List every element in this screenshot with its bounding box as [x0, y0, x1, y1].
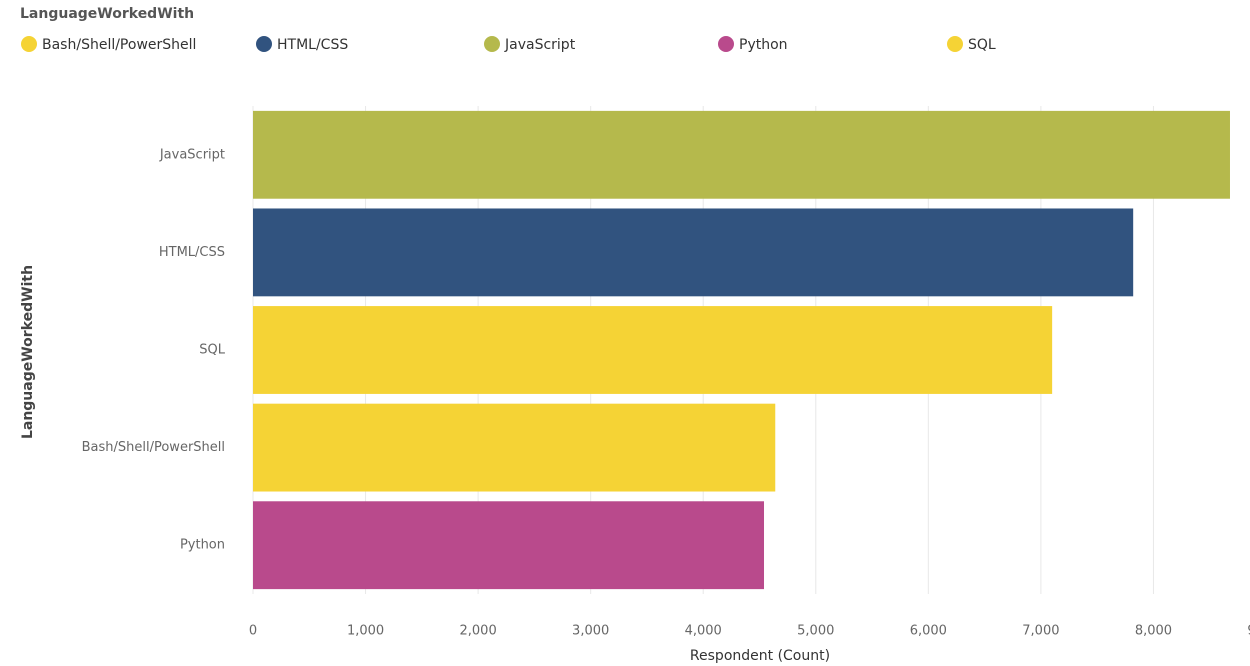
- legend-swatch: [718, 36, 734, 52]
- legend-label: Bash/Shell/PowerShell: [42, 37, 196, 53]
- legend-label: Python: [739, 37, 788, 53]
- legend-label: SQL: [968, 37, 996, 53]
- bar: [253, 306, 1053, 394]
- y-axis-label: LanguageWorkedWith: [20, 265, 36, 439]
- y-tick-label: HTML/CSS: [159, 245, 225, 260]
- bar: [253, 208, 1134, 297]
- x-tick-label: 2,000: [460, 624, 497, 639]
- y-tick-label: Python: [180, 538, 225, 553]
- x-tick-label: 6,000: [910, 624, 947, 639]
- bar: [253, 501, 765, 590]
- legend-swatch: [256, 36, 272, 52]
- bar: [253, 110, 1230, 199]
- legend-swatch: [947, 36, 963, 52]
- legend-label: HTML/CSS: [277, 37, 348, 53]
- y-tick-label: JavaScript: [159, 147, 225, 162]
- x-tick-label: 4,000: [685, 624, 722, 639]
- y-tick-label: SQL: [199, 343, 225, 358]
- legend-swatch: [21, 36, 37, 52]
- x-axis-label: Respondent (Count): [690, 648, 830, 664]
- x-tick-label: 1,000: [347, 624, 384, 639]
- legend-label: JavaScript: [504, 37, 576, 53]
- x-tick-label: 7,000: [1022, 624, 1059, 639]
- legend-swatch: [484, 36, 500, 52]
- bar: [253, 403, 776, 492]
- x-tick-label: 0: [249, 624, 257, 639]
- x-tick-label: 8,000: [1135, 624, 1172, 639]
- x-tick-label: 3,000: [572, 624, 609, 639]
- x-tick-label: 5,000: [797, 624, 834, 639]
- legend-title: LanguageWorkedWith: [20, 6, 194, 22]
- x-tick-label: 9,000: [1247, 624, 1250, 639]
- y-tick-label: Bash/Shell/PowerShell: [82, 440, 225, 455]
